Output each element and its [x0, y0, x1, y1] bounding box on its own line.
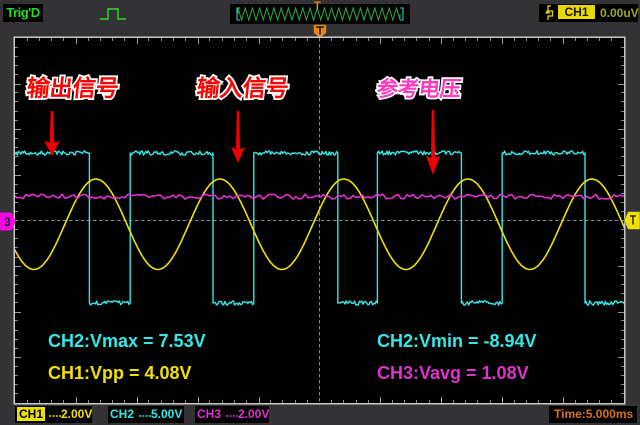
- svg-text:3: 3: [4, 215, 11, 229]
- svg-text:输入信号: 输入信号: [196, 75, 291, 101]
- svg-text:输出信号: 输出信号: [26, 75, 121, 101]
- svg-text:参考电压: 参考电压: [376, 76, 463, 101]
